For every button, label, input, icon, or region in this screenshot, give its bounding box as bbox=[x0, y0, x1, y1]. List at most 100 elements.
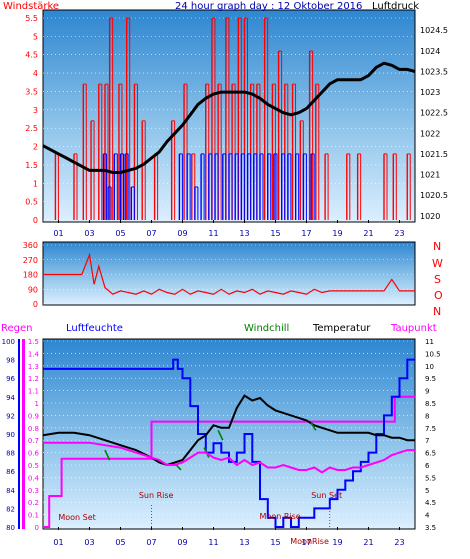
rain-tick-label: 0.2 bbox=[28, 499, 39, 507]
wind-tick-label: 3 bbox=[33, 106, 38, 115]
x-tick-label: 23 bbox=[394, 538, 404, 547]
humidity-tick-label: 100 bbox=[2, 338, 15, 346]
x-tick-label: 01 bbox=[53, 229, 63, 238]
rain-tick-label: 0.6 bbox=[28, 450, 40, 458]
x-tick-label: 03 bbox=[84, 229, 94, 238]
wind-tick-label: 4 bbox=[33, 69, 38, 78]
pressure-tick-label: 1022.5 bbox=[420, 109, 448, 118]
humidity-tick-label: 96 bbox=[6, 375, 15, 383]
event-label: Sun Rise bbox=[139, 491, 174, 500]
temperature-tick-label: 5.5 bbox=[425, 474, 436, 482]
temperature-tick-label: 4 bbox=[425, 512, 430, 520]
x-tick-label: 11 bbox=[208, 229, 218, 238]
pressure-tick-label: 1022 bbox=[420, 129, 440, 138]
x-tick-label: 17 bbox=[301, 538, 311, 547]
plot-area-direction bbox=[42, 241, 416, 306]
temperature-tick-label: 9 bbox=[425, 388, 429, 396]
pressure-tick-label: 1024.5 bbox=[420, 26, 448, 35]
event-label: Sun Set bbox=[311, 491, 342, 500]
rain-tick-label: 0.1 bbox=[28, 512, 39, 520]
humidity-tick-label: 80 bbox=[6, 524, 15, 532]
temperature-tick-label: 7 bbox=[425, 437, 429, 445]
x-tick-label: 09 bbox=[177, 229, 187, 238]
pressure-tick-label: 1023 bbox=[420, 88, 440, 97]
wind-tick-label: 2 bbox=[33, 143, 38, 152]
x-tick-label: 17 bbox=[301, 229, 311, 238]
x-tick-label: 03 bbox=[84, 538, 94, 547]
x-tick-label: 05 bbox=[115, 229, 125, 238]
pressure-tick-label: 1020.5 bbox=[420, 191, 448, 200]
pressure-tick-label: 1021.5 bbox=[420, 150, 448, 159]
event-label: Moon Set bbox=[58, 513, 95, 522]
windchill-mark bbox=[175, 464, 182, 471]
humidity-line bbox=[43, 358, 415, 528]
legend-label-taupunkt: Taupunkt bbox=[390, 323, 437, 334]
x-tick-label: 15 bbox=[270, 538, 280, 547]
tick-label-layer: 00.511.522.533.544.555.510201020.5102110… bbox=[2, 14, 448, 547]
compass-label: N bbox=[433, 305, 441, 318]
wind-tick-label: 2.5 bbox=[25, 124, 38, 133]
rain-tick-label: 0.8 bbox=[28, 425, 39, 433]
rain-tick-label: 0.5 bbox=[28, 462, 39, 470]
temperature-tick-label: 6.5 bbox=[425, 450, 436, 458]
pressure-tick-label: 1023.5 bbox=[420, 67, 448, 76]
grid-layer bbox=[43, 17, 415, 530]
compass-label: N bbox=[433, 240, 441, 253]
legend-label-temperatur: Temperatur bbox=[312, 323, 371, 334]
compass-label: O bbox=[434, 289, 443, 302]
humidity-tick-label: 98 bbox=[6, 357, 15, 365]
direction-tick-label: 90 bbox=[28, 285, 38, 294]
legend-label-windchill: Windchill bbox=[244, 323, 289, 334]
wind-tick-label: 1 bbox=[33, 179, 38, 188]
wind-tick-label: 5.5 bbox=[25, 14, 38, 23]
pressure-tick-label: 1021 bbox=[420, 171, 440, 180]
x-tick-label: 19 bbox=[332, 538, 342, 547]
direction-tick-label: 270 bbox=[23, 256, 38, 265]
rain-tick-label: 0.4 bbox=[28, 474, 40, 482]
humidity-tick-label: 92 bbox=[6, 412, 15, 420]
temperature-tick-label: 5 bbox=[425, 487, 429, 495]
temperature-tick-label: 10.5 bbox=[425, 350, 441, 358]
rain-tick-label: 1.5 bbox=[28, 338, 39, 346]
x-tick-label: 09 bbox=[177, 538, 187, 547]
rain-tick-label: 1.2 bbox=[28, 375, 39, 383]
direction-tick-label: 360 bbox=[23, 241, 38, 250]
x-tick-label: 05 bbox=[115, 538, 125, 547]
humidity-tick-label: 84 bbox=[6, 487, 15, 495]
x-tick-label: 07 bbox=[146, 538, 156, 547]
windchill-mark bbox=[217, 429, 224, 441]
pressure-tick-label: 1020 bbox=[420, 212, 440, 221]
direction-tick-label: 180 bbox=[23, 271, 38, 280]
temperature-tick-label: 4.5 bbox=[425, 499, 436, 507]
x-tick-label: 01 bbox=[53, 538, 63, 547]
event-label: Moon Rise bbox=[260, 512, 301, 521]
pressure-line bbox=[42, 61, 416, 174]
wind-tick-label: 3.5 bbox=[25, 87, 38, 96]
humidity-tick-label: 94 bbox=[6, 394, 15, 402]
x-tick-label: 21 bbox=[363, 538, 373, 547]
temperature-tick-label: 6 bbox=[425, 462, 430, 470]
rain-tick-label: 0.7 bbox=[28, 437, 39, 445]
wind-tick-label: 5 bbox=[33, 32, 38, 41]
rain-tick-label: 1.4 bbox=[28, 350, 40, 358]
rain-tick-label: 1 bbox=[35, 400, 39, 408]
x-tick-label: 11 bbox=[208, 538, 218, 547]
humidity-tick-label: 88 bbox=[6, 450, 15, 458]
rain-tick-label: 0 bbox=[35, 524, 39, 532]
dewpoint-line bbox=[43, 441, 415, 474]
pressure-tick-label: 1024 bbox=[420, 47, 440, 56]
legend-label-luftfeuchte: Luftfeuchte bbox=[66, 323, 123, 334]
rain-tick-label: 1.1 bbox=[28, 388, 39, 396]
x-tick-label: 23 bbox=[394, 229, 404, 238]
compass-label: S bbox=[434, 273, 441, 286]
temperature-tick-label: 8.5 bbox=[425, 400, 436, 408]
marks-layer bbox=[42, 17, 416, 528]
event-label: MoonRise bbox=[290, 537, 329, 546]
humidity-tick-label: 86 bbox=[6, 468, 15, 476]
chart-title: 24 hour graph day : 12 Oktober 2016 bbox=[175, 1, 362, 12]
rain-tick-label: 1.3 bbox=[28, 363, 39, 371]
x-tick-label: 13 bbox=[239, 229, 249, 238]
wind-tick-label: 1.5 bbox=[25, 161, 38, 170]
